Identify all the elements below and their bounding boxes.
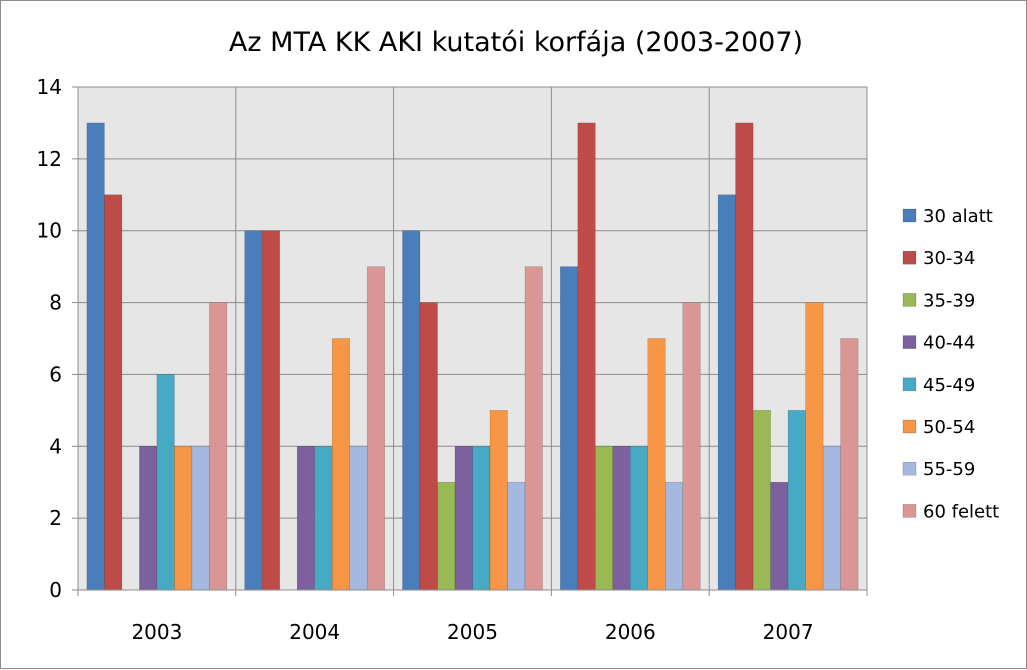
bar-2005-30-alatt [402, 230, 421, 591]
bar-2003-50-54 [174, 446, 193, 591]
bar-2006-40-44 [612, 446, 631, 591]
bar-2005-55-59 [507, 481, 526, 591]
bar-2007-50-54 [805, 302, 824, 591]
bar-2007-30-alatt [717, 194, 736, 591]
legend-label-35-39: 35-39 [923, 290, 975, 311]
legend-label-50-54: 50-54 [923, 417, 975, 438]
x-tick-label-2006: 2006 [605, 620, 656, 644]
bar-2006-35-39 [595, 446, 614, 591]
bar-2007-45-49 [787, 410, 806, 591]
legend-swatch-50-54 [902, 419, 917, 434]
y-tick-label-7: 14 [37, 75, 62, 99]
bar-2005-60-felett [524, 266, 543, 591]
bar-2005-45-49 [472, 446, 491, 591]
bar-2007-30-34 [735, 122, 754, 591]
bar-2006-30-34 [577, 122, 596, 591]
legend-label-30-34: 30-34 [923, 248, 975, 269]
x-axis-ticks: 2003 2004 2005 2006 2007 [77, 590, 868, 644]
bars [86, 122, 859, 591]
axes [73, 87, 867, 595]
bar-2007-60-felett [840, 338, 859, 591]
x-tick-label-2007: 2007 [763, 620, 814, 644]
bar-2006-45-49 [630, 446, 649, 591]
x-tick-label-2005: 2005 [447, 620, 498, 644]
bar-2004-60-felett [366, 266, 385, 591]
bar-2006-55-59 [665, 481, 684, 591]
y-tick-label-6: 12 [37, 147, 62, 171]
legend-swatch-35-39 [902, 293, 917, 307]
legend-swatch-45-49 [902, 377, 917, 392]
x-tick-label-2004: 2004 [289, 620, 340, 644]
bar-2004-30-alatt [244, 230, 263, 591]
bar-2006-30-alatt [560, 266, 579, 591]
legend-label-45-49: 45-49 [923, 375, 975, 396]
bar-2006-60-felett [682, 302, 701, 591]
bar-2003-40-44 [139, 446, 158, 591]
legend-swatch-40-44 [902, 335, 917, 349]
legend-label-60-felett: 60 felett [923, 501, 999, 522]
bar-2004-50-54 [331, 338, 350, 591]
legend-swatch-30-34 [902, 250, 917, 265]
bar-2005-40-44 [454, 446, 473, 591]
bar-2003-30-alatt [86, 122, 105, 591]
bar-2004-30-34 [261, 230, 280, 591]
legend-label-30-alatt: 30 alatt [923, 206, 993, 227]
y-tick-label-0: 0 [49, 578, 62, 602]
bar-2007-35-39 [752, 410, 771, 591]
bar-2005-50-54 [489, 410, 508, 591]
legend-swatch-55-59 [902, 461, 917, 476]
chart-title: Az MTA KK AKI kutatói korfája (2003-2007… [229, 27, 803, 58]
bar-2004-55-59 [349, 446, 368, 591]
bar-2003-30-34 [104, 194, 123, 591]
legend: 30 alatt 30-34 35-39 40-44 45-49 50-54 55-59 60… [902, 206, 999, 522]
bar-2003-45-49 [156, 374, 175, 591]
bar-2005-35-39 [437, 481, 456, 591]
y-tick-label-2: 4 [49, 434, 62, 458]
y-axis-ticks: 0 2 4 6 8 10 12 14 [37, 75, 78, 602]
bar-2007-40-44 [770, 481, 789, 591]
bar-2003-55-59 [191, 446, 210, 591]
bar-2005-30-34 [419, 302, 438, 591]
legend-swatch-60-felett [902, 504, 917, 518]
bar-2004-45-49 [314, 446, 333, 591]
y-tick-label-1: 2 [49, 506, 62, 530]
legend-label-55-59: 55-59 [923, 459, 975, 480]
bar-2007-55-59 [822, 446, 841, 591]
legend-label-40-44: 40-44 [923, 333, 975, 354]
legend-swatch-30-alatt [902, 208, 917, 223]
bar-2006-50-54 [647, 338, 666, 591]
y-tick-label-3: 6 [49, 362, 62, 386]
x-tick-label-2003: 2003 [131, 620, 182, 644]
bar-2004-40-44 [296, 446, 315, 591]
y-tick-label-4: 8 [49, 291, 62, 315]
y-tick-label-5: 10 [37, 219, 62, 243]
bar-2003-60-felett [209, 302, 228, 591]
